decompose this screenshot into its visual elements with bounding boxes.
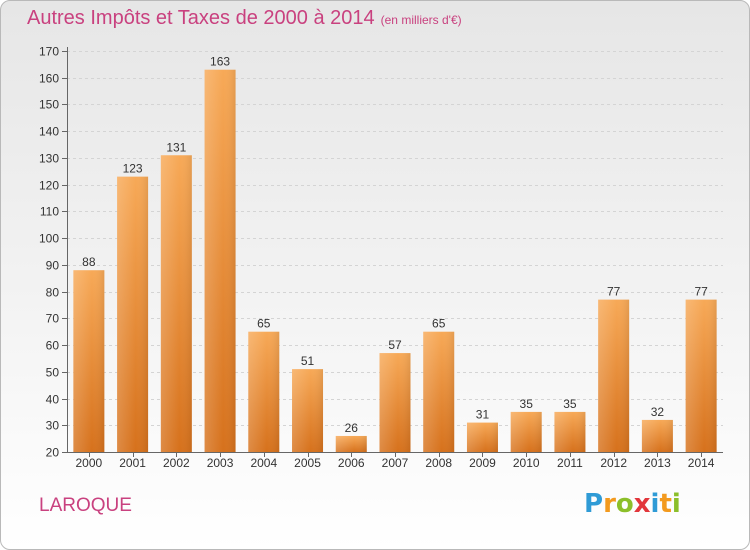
data-label: 35 [520,397,534,411]
bar-shade [160,155,192,452]
data-label: 31 [476,408,490,422]
bar-shade [379,353,411,452]
bars [73,69,717,453]
bar-shade [292,369,324,452]
bar-shade [423,331,455,452]
data-label: 65 [432,317,446,331]
y-tick-label: 90 [46,259,60,273]
bar-shade [554,411,586,452]
bar-shade [117,176,149,452]
x-tick-label: 2005 [294,456,321,470]
data-label: 123 [123,162,143,176]
data-label: 131 [166,140,186,154]
data-label: 35 [563,397,577,411]
data-labels: 88 123 131 163 65 51 26 57 65 31 35 35 77 32 77 [82,55,708,435]
bar-shade [335,435,367,452]
y-tick-label: 70 [46,312,60,326]
data-label: 65 [257,317,271,331]
bar-shade [73,270,105,452]
x-tick-label: 2012 [600,456,627,470]
x-tick-label: 2003 [207,456,234,470]
axes: 20 30 40 50 60 70 80 90 100 110 120 130 140 150 160 170… [39,45,723,470]
data-label: 77 [694,285,708,299]
location-label: LAROQUE [39,495,132,516]
data-label: 51 [301,354,315,368]
logo-letter: t [659,489,672,519]
y-tick-label: 100 [39,232,59,246]
chart-title: Autres Impôts et Taxes de 2000 à 2014 (en… [27,7,462,30]
bar-shade [510,411,542,452]
x-tick-label: 2011 [557,456,583,470]
chart-title-text: Autres Impôts et Taxes de 2000 à 2014 [27,7,375,29]
y-tick-label: 130 [39,152,59,166]
data-label: 26 [345,421,359,435]
bar-shade [204,69,236,453]
y-tick-label: 20 [46,446,60,460]
x-tick-label: 2004 [250,456,277,470]
y-tick-label: 80 [46,286,60,300]
logo-letter: x [633,489,651,519]
proxiti-logo: Proxiti [584,489,681,519]
data-label: 88 [82,255,96,269]
y-tick-label: 60 [46,339,60,353]
y-tick-label: 170 [39,45,59,59]
logo-letter: i [650,489,660,519]
y-tick-label: 120 [39,179,59,193]
data-label: 163 [210,55,230,69]
x-tick-label: 2008 [425,456,452,470]
x-tick-label: 2006 [338,456,365,470]
x-tick-label: 2010 [513,456,540,470]
bar-shade [248,331,280,452]
logo-letter: i [671,489,681,519]
bar-shade [641,419,673,452]
y-tick-label: 150 [39,98,59,112]
chart-subtitle: (en milliers d'€) [380,13,462,27]
y-tick-label: 40 [46,393,60,407]
y-tick-label: 160 [39,72,59,86]
logo-letter: o [615,489,634,519]
x-tick-label: 2001 [119,456,146,470]
x-tick-label: 2000 [76,456,103,470]
y-tick-label: 30 [46,419,60,433]
x-tick-label: 2013 [644,456,671,470]
x-tick-label: 2009 [469,456,496,470]
bar-shade [598,299,630,452]
y-tick-label: 140 [39,125,59,139]
y-tick-label: 50 [46,366,60,380]
x-tick-label: 2002 [163,456,190,470]
bar-shade [685,299,717,452]
x-tick-label: 2014 [688,456,715,470]
logo-letter: P [584,489,604,519]
y-tick-label: 110 [40,205,59,219]
data-label: 32 [651,405,665,419]
x-tick-label: 2007 [382,456,409,470]
bar-shade [466,422,498,452]
data-label: 57 [388,338,402,352]
logo-letter: r [603,489,616,519]
data-label: 77 [607,285,621,299]
